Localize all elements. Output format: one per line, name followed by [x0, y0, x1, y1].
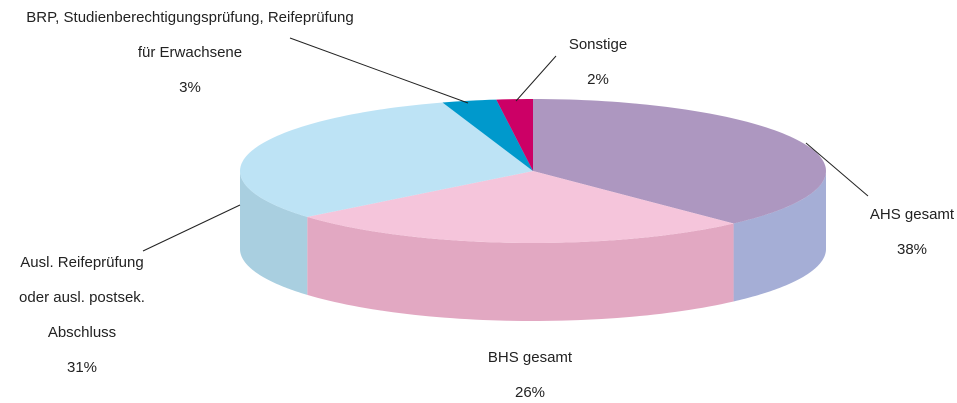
- leader-line: [805, 142, 869, 197]
- pie-side: [733, 171, 826, 302]
- slice-label: Sonstige 2%: [569, 27, 627, 97]
- value-label: 26%: [514, 384, 546, 401]
- value-label: 31%: [66, 359, 98, 376]
- value-label: 3%: [179, 79, 201, 96]
- leader-line: [515, 55, 557, 102]
- category-label: Ausl. Reifeprüfung oder ausl. postsek. A…: [19, 254, 145, 341]
- pie-slice: [307, 171, 734, 243]
- pie-slice: [240, 102, 533, 217]
- leader-lines: [142, 37, 869, 252]
- pie-side: [240, 171, 308, 295]
- pie-slice: [533, 99, 826, 224]
- category-label: BRP, Studienberechtigungsprüfung, Reifep…: [26, 9, 354, 61]
- leader-line: [289, 37, 469, 104]
- category-label: Sonstige: [568, 36, 628, 53]
- slice-label: BHS gesamt 26%: [488, 340, 572, 403]
- slice-label: Ausl. Reifeprüfung oder ausl. postsek. A…: [19, 245, 145, 385]
- pie-slice: [442, 99, 533, 171]
- pie-side: [307, 216, 734, 321]
- category-label: AHS gesamt: [869, 206, 955, 223]
- slice-label: AHS gesamt 38%: [870, 197, 954, 267]
- pie-slice: [496, 99, 533, 171]
- leader-line: [142, 204, 241, 252]
- value-label: 2%: [587, 71, 609, 88]
- value-label: 38%: [896, 241, 928, 258]
- category-label: BHS gesamt: [487, 349, 573, 366]
- slice-label: BRP, Studienberechtigungsprüfung, Reifep…: [26, 0, 353, 105]
- pie: [240, 99, 826, 321]
